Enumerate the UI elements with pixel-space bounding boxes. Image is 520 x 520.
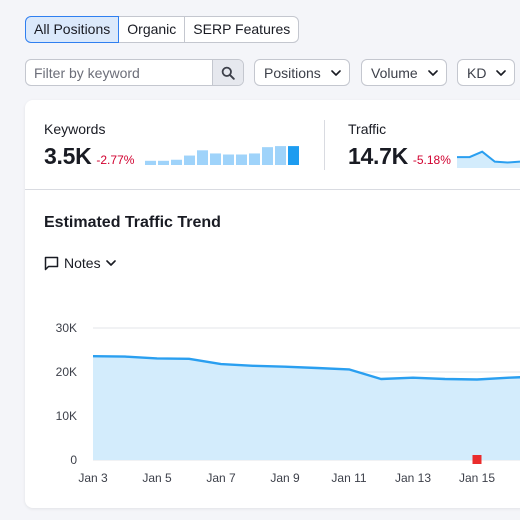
chevron-down-icon bbox=[105, 260, 116, 266]
x-tick-label: Jan 7 bbox=[206, 471, 236, 485]
filter-bar: Positions Volume KD bbox=[25, 59, 516, 86]
x-tick-label: Jan 11 bbox=[331, 471, 366, 485]
traffic-line[interactable] bbox=[92, 355, 520, 381]
y-axis: 0 10K 20K 30K bbox=[56, 321, 78, 467]
notes-dropdown[interactable]: Notes bbox=[44, 255, 116, 271]
y-tick-label: 20K bbox=[56, 365, 77, 379]
keywords-spark-bar bbox=[158, 160, 169, 165]
traffic-change: -5.18% bbox=[412, 153, 451, 167]
y-tick-label: 0 bbox=[70, 453, 77, 467]
x-tick-label: Jan 9 bbox=[270, 471, 300, 485]
y-tick-label: 30K bbox=[56, 321, 77, 335]
x-axis: Jan 3 Jan 5 Jan 7 Jan 9 Jan 11 Jan 13 Jan 15 bbox=[78, 471, 495, 485]
traffic-spark-line bbox=[457, 150, 520, 164]
keywords-spark-bar bbox=[184, 155, 195, 165]
metrics-divider bbox=[324, 120, 325, 170]
keywords-spark-bar bbox=[197, 150, 208, 165]
keywords-spark-bar bbox=[171, 159, 182, 165]
keywords-spark-bar bbox=[275, 146, 286, 165]
keyword-filter-input[interactable] bbox=[26, 60, 212, 85]
keyword-filter bbox=[25, 59, 244, 86]
x-tick-label: Jan 5 bbox=[142, 471, 172, 485]
traffic-value: 14.7K bbox=[348, 143, 408, 169]
traffic-spark-area bbox=[457, 151, 520, 168]
keywords-sparkline bbox=[145, 146, 299, 165]
keywords-spark-bar bbox=[145, 160, 156, 165]
keywords-spark-bar bbox=[223, 154, 234, 165]
keywords-spark-bar bbox=[262, 147, 273, 165]
keywords-spark-bar bbox=[236, 154, 247, 165]
metrics-strip: Keywords 3.5K -2.77% Traffic 14.7K -5.18… bbox=[25, 100, 520, 190]
traffic-sparkline bbox=[457, 150, 520, 168]
traffic-area bbox=[93, 356, 520, 460]
positions-dropdown-label: Positions bbox=[264, 64, 321, 81]
notes-label: Notes bbox=[64, 255, 101, 271]
tab-serp-features[interactable]: SERP Features bbox=[184, 16, 300, 43]
chevron-down-icon bbox=[331, 69, 341, 76]
keywords-spark-bar bbox=[288, 146, 299, 165]
keywords-spark-bar bbox=[249, 153, 260, 165]
x-tick-label: Jan 15 bbox=[459, 471, 495, 485]
tab-organic[interactable]: Organic bbox=[118, 16, 186, 43]
traffic-metric: Traffic 14.7K -5.18% bbox=[348, 121, 451, 170]
note-flag-icon[interactable] bbox=[472, 455, 482, 464]
x-tick-label: Jan 13 bbox=[395, 471, 431, 485]
comment-icon bbox=[44, 256, 59, 271]
search-icon bbox=[221, 66, 235, 80]
kd-dropdown-label: KD bbox=[467, 64, 487, 81]
search-button[interactable] bbox=[212, 60, 243, 85]
tab-all-positions[interactable]: All Positions bbox=[25, 16, 120, 43]
positions-dropdown[interactable]: Positions bbox=[254, 59, 350, 86]
chevron-down-icon bbox=[427, 69, 438, 76]
keywords-label: Keywords bbox=[44, 121, 106, 137]
traffic-label: Traffic bbox=[348, 121, 387, 137]
keywords-metric: Keywords 3.5K -2.77% bbox=[44, 121, 134, 170]
position-type-tabs: All Positions Organic SERP Features bbox=[25, 16, 300, 43]
y-tick-label: 10K bbox=[56, 409, 77, 423]
notes-markers bbox=[472, 455, 482, 464]
keywords-spark-bar bbox=[210, 153, 221, 165]
x-tick-label: Jan 3 bbox=[78, 471, 108, 485]
trend-title: Estimated Traffic Trend bbox=[44, 214, 221, 231]
volume-dropdown[interactable]: Volume bbox=[361, 59, 447, 86]
kd-dropdown[interactable]: KD bbox=[457, 59, 516, 86]
overview-card: Keywords 3.5K -2.77% Traffic 14.7K -5.18… bbox=[25, 100, 520, 508]
keywords-value: 3.5K bbox=[44, 143, 92, 169]
volume-dropdown-label: Volume bbox=[371, 64, 418, 81]
keywords-change: -2.77% bbox=[96, 153, 135, 167]
chevron-down-icon bbox=[496, 69, 507, 76]
